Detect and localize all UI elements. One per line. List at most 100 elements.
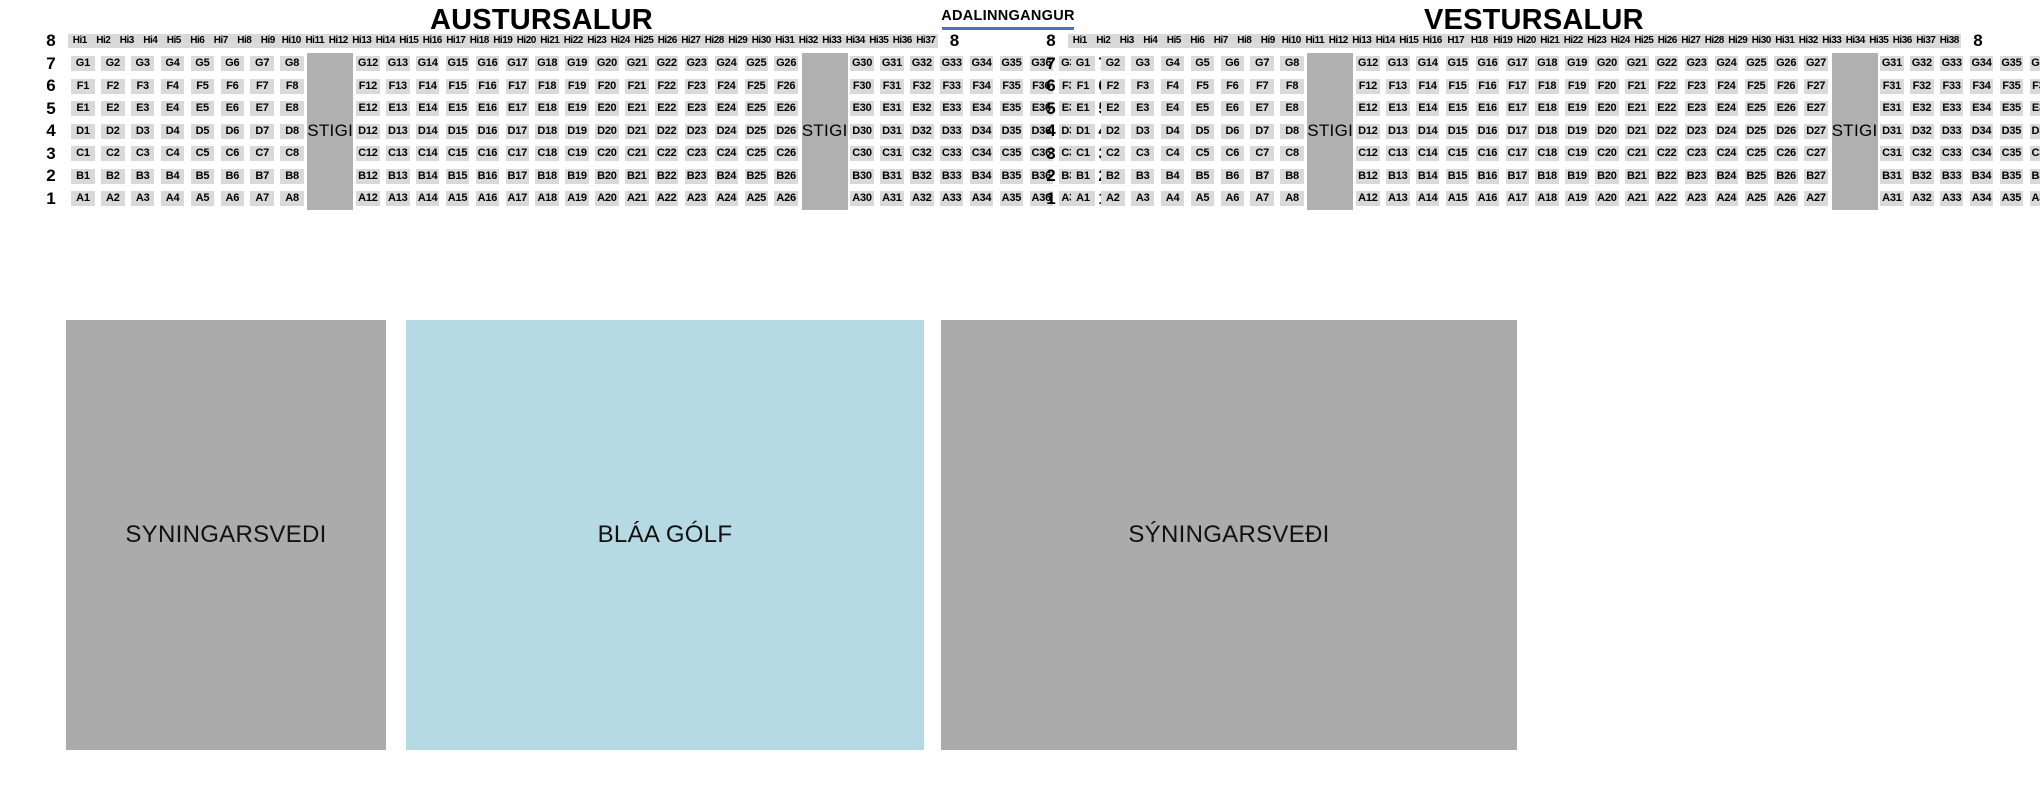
seat[interactable]: B18: [1535, 168, 1559, 184]
seat[interactable]: Hi18: [467, 34, 491, 49]
seat[interactable]: A35: [999, 191, 1024, 207]
seat[interactable]: C24: [714, 146, 739, 162]
seat[interactable]: F16: [1475, 78, 1500, 94]
seat[interactable]: A18: [535, 191, 559, 207]
seat[interactable]: G17: [505, 56, 530, 72]
seat[interactable]: E17: [1505, 101, 1530, 117]
seat[interactable]: G32: [1910, 56, 1934, 72]
seat[interactable]: F21: [1625, 78, 1649, 94]
seat[interactable]: B26: [1774, 168, 1798, 184]
seat[interactable]: B20: [1595, 168, 1619, 184]
seat[interactable]: F6: [1220, 78, 1245, 94]
seat[interactable]: A15: [1445, 191, 1470, 207]
seat[interactable]: C15: [445, 146, 470, 162]
seat[interactable]: E4: [160, 101, 185, 117]
seat[interactable]: E14: [415, 101, 440, 117]
seat[interactable]: B18: [535, 168, 559, 184]
seat[interactable]: D6: [220, 123, 245, 139]
seat[interactable]: E12: [1356, 101, 1380, 117]
seat[interactable]: D19: [1565, 123, 1589, 139]
seat[interactable]: C4: [1160, 146, 1185, 162]
seat[interactable]: A7: [1250, 191, 1274, 207]
seat[interactable]: C17: [1505, 146, 1530, 162]
seat[interactable]: C15: [1445, 146, 1470, 162]
seat[interactable]: F22: [1654, 78, 1679, 94]
seat[interactable]: B6: [1220, 168, 1245, 184]
seat[interactable]: D4: [1160, 123, 1185, 139]
seat[interactable]: F19: [565, 78, 589, 94]
seat[interactable]: C7: [1250, 146, 1274, 162]
seat[interactable]: E15: [445, 101, 470, 117]
seat[interactable]: Hi29: [1726, 34, 1750, 49]
seat[interactable]: G3: [130, 56, 155, 72]
seat[interactable]: B22: [654, 168, 679, 184]
seat[interactable]: Hi7: [1209, 34, 1233, 49]
seat[interactable]: F32: [1910, 78, 1934, 94]
seat[interactable]: C32: [910, 146, 934, 162]
seat[interactable]: D36: [2029, 123, 2040, 139]
seat[interactable]: B6: [220, 168, 245, 184]
seat[interactable]: F6: [220, 78, 245, 94]
seat[interactable]: Hi3: [1115, 34, 1139, 49]
seat[interactable]: A17: [505, 191, 530, 207]
seat[interactable]: Hi10: [1279, 34, 1303, 49]
seat[interactable]: C8: [280, 146, 304, 162]
seat[interactable]: B7: [250, 168, 274, 184]
seat[interactable]: B5: [190, 168, 215, 184]
seat[interactable]: D6: [1220, 123, 1245, 139]
seat[interactable]: C18: [1535, 146, 1559, 162]
seat[interactable]: D18: [535, 123, 559, 139]
seat[interactable]: E7: [1250, 101, 1274, 117]
seat[interactable]: Hi4: [1138, 34, 1162, 49]
seat[interactable]: A8: [280, 191, 304, 207]
seat[interactable]: G3: [1130, 56, 1155, 72]
seat[interactable]: C21: [625, 146, 649, 162]
seat[interactable]: G31: [880, 56, 904, 72]
seat[interactable]: A23: [1684, 191, 1709, 207]
seat[interactable]: D22: [654, 123, 679, 139]
seat[interactable]: B36: [2029, 168, 2040, 184]
seat[interactable]: Hi15: [397, 34, 421, 49]
seat[interactable]: B13: [1386, 168, 1410, 184]
seat[interactable]: G6: [220, 56, 245, 72]
seat[interactable]: E4: [1160, 101, 1185, 117]
seat[interactable]: B2: [101, 168, 125, 184]
seat[interactable]: G15: [1445, 56, 1470, 72]
seat[interactable]: E8: [280, 101, 304, 117]
seat[interactable]: D7: [250, 123, 274, 139]
seat[interactable]: A4: [160, 191, 185, 207]
seat[interactable]: Hi1: [68, 34, 92, 49]
seat[interactable]: F2: [1101, 78, 1125, 94]
seat[interactable]: C3: [130, 146, 155, 162]
seat[interactable]: D3: [130, 123, 155, 139]
seat[interactable]: D22: [1654, 123, 1679, 139]
seat[interactable]: E3: [1130, 101, 1155, 117]
seat[interactable]: G13: [386, 56, 410, 72]
seat[interactable]: G33: [1939, 56, 1964, 72]
seat[interactable]: A25: [1744, 191, 1769, 207]
seat[interactable]: E22: [654, 101, 679, 117]
seat[interactable]: D36: [1029, 123, 1054, 139]
seat[interactable]: Hi27: [1679, 34, 1703, 49]
seat[interactable]: D35: [999, 123, 1024, 139]
seat[interactable]: G1: [1071, 56, 1095, 72]
seat[interactable]: H17: [1444, 34, 1468, 49]
seat[interactable]: G30: [850, 56, 874, 72]
seat[interactable]: E18: [535, 101, 559, 117]
seat[interactable]: Hi13: [1350, 34, 1374, 49]
seat[interactable]: C5: [190, 146, 215, 162]
seat[interactable]: A4: [1160, 191, 1185, 207]
seat[interactable]: D19: [565, 123, 589, 139]
seat[interactable]: Hi23: [585, 34, 609, 49]
seat[interactable]: Hi35: [867, 34, 891, 49]
seat[interactable]: F23: [1684, 78, 1709, 94]
seat[interactable]: A15: [445, 191, 470, 207]
seat[interactable]: F15: [1445, 78, 1470, 94]
seat[interactable]: A22: [1654, 191, 1679, 207]
seat[interactable]: B14: [415, 168, 440, 184]
seat[interactable]: B2: [1101, 168, 1125, 184]
seat[interactable]: D24: [1714, 123, 1739, 139]
seat[interactable]: G2: [101, 56, 125, 72]
seat[interactable]: F18: [1535, 78, 1559, 94]
seat[interactable]: G24: [1714, 56, 1739, 72]
